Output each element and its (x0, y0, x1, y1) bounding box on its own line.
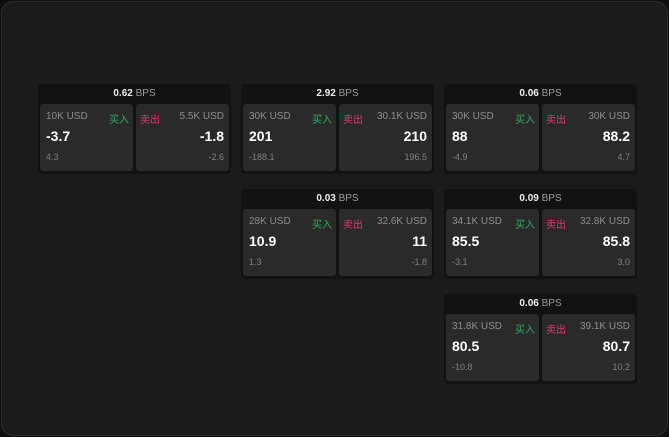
spread-unit: BPS (541, 193, 562, 204)
buy-price: 80.5 (452, 338, 480, 354)
sell-cell[interactable]: 30.1K USD 卖出 210 196.5 (339, 104, 432, 171)
buy-quantity: 31.8K USD (452, 321, 503, 332)
buy-price: 85.5 (452, 233, 480, 249)
buy-cell[interactable]: 30K USD 买入 88 -4.9 (446, 104, 539, 171)
buy-label: 买入 (515, 115, 535, 126)
buy-change: -3.1 (452, 257, 468, 267)
quote-widget: 0.06 BPS 30K USD 买入 88 -4.9 30K USD 卖出 8… (444, 84, 637, 174)
sell-cell[interactable]: 30K USD 卖出 88.2 4.7 (542, 104, 635, 171)
sell-price: 210 (403, 128, 427, 144)
buy-price: -3.7 (46, 128, 71, 144)
sell-quantity: 30.1K USD (376, 111, 427, 122)
spread-unit: BPS (541, 88, 562, 99)
buy-cell[interactable]: 34.1K USD 买入 85.5 -3.1 (446, 209, 539, 276)
sell-change: 10.2 (612, 362, 630, 372)
quote-widget: 0.06 BPS 31.8K USD 买入 80.5 -10.8 39.1K U… (444, 294, 637, 384)
spread-value: 0.62 (113, 88, 133, 99)
spread-unit: BPS (135, 88, 156, 99)
sell-change: -2.6 (208, 152, 224, 162)
spread-value: 0.09 (519, 193, 539, 204)
spread-unit: BPS (541, 298, 562, 309)
buy-change: 4.3 (46, 152, 59, 162)
buy-label: 买入 (109, 115, 129, 126)
buy-quantity: 30K USD (249, 111, 291, 122)
sell-price: 11 (412, 233, 427, 249)
sell-label: 卖出 (343, 115, 363, 126)
sell-price: 88.2 (602, 128, 630, 144)
sell-change: -1.8 (411, 257, 427, 267)
quote-widget: 0.09 BPS 34.1K USD 买入 85.5 -3.1 32.8K US… (444, 189, 637, 279)
buy-label: 买入 (515, 325, 535, 336)
sell-label: 卖出 (343, 220, 363, 231)
buy-quantity: 30K USD (452, 111, 494, 122)
buy-label: 买入 (515, 220, 535, 231)
spread-value: 0.03 (316, 193, 336, 204)
spread-value: 0.06 (519, 88, 539, 99)
quote-widget: 0.62 BPS 10K USD 买入 -3.7 4.3 5.5K USD 卖出… (38, 84, 231, 174)
sell-cell[interactable]: 32.8K USD 卖出 85.8 3.0 (542, 209, 635, 276)
buy-label: 买入 (312, 220, 332, 231)
buy-cell[interactable]: 28K USD 买入 10.9 1.3 (243, 209, 336, 276)
buy-quantity: 28K USD (249, 216, 291, 227)
buy-label: 买入 (312, 115, 332, 126)
spread-header: 0.09 BPS (444, 189, 637, 209)
buy-change: -4.9 (452, 152, 468, 162)
sell-price: 80.7 (602, 338, 630, 354)
sell-price: -1.8 (199, 128, 224, 144)
sell-change: 4.7 (617, 152, 630, 162)
buy-cell[interactable]: 31.8K USD 买入 80.5 -10.8 (446, 314, 539, 381)
sell-cell[interactable]: 32.6K USD 卖出 11 -1.8 (339, 209, 432, 276)
sell-price: 85.8 (602, 233, 630, 249)
spread-unit: BPS (338, 193, 359, 204)
spread-unit: BPS (338, 88, 359, 99)
sell-quantity: 39.1K USD (579, 321, 630, 332)
buy-quantity: 34.1K USD (452, 216, 503, 227)
sell-quantity: 5.5K USD (179, 111, 224, 122)
quote-widget: 0.03 BPS 28K USD 买入 10.9 1.3 32.6K USD 卖… (241, 189, 434, 279)
buy-price: 10.9 (249, 233, 277, 249)
buy-quantity: 10K USD (46, 111, 88, 122)
quote-widget: 2.92 BPS 30K USD 买入 201 -188.1 30.1K USD… (241, 84, 434, 174)
sell-label: 卖出 (546, 115, 566, 126)
spread-value: 2.92 (316, 88, 336, 99)
sell-quantity: 32.6K USD (376, 216, 427, 227)
spread-header: 0.06 BPS (444, 294, 637, 314)
buy-change: -10.8 (452, 362, 473, 372)
spread-header: 2.92 BPS (241, 84, 434, 104)
buy-cell[interactable]: 30K USD 买入 201 -188.1 (243, 104, 336, 171)
sell-label: 卖出 (140, 115, 160, 126)
spread-header: 0.03 BPS (241, 189, 434, 209)
sell-change: 196.5 (404, 152, 427, 162)
spread-value: 0.06 (519, 298, 539, 309)
sell-cell[interactable]: 39.1K USD 卖出 80.7 10.2 (542, 314, 635, 381)
sell-label: 卖出 (546, 220, 566, 231)
spread-header: 0.06 BPS (444, 84, 637, 104)
spread-header: 0.62 BPS (38, 84, 231, 104)
buy-price: 201 (249, 128, 273, 144)
sell-cell[interactable]: 5.5K USD 卖出 -1.8 -2.6 (136, 104, 229, 171)
sell-change: 3.0 (617, 257, 630, 267)
buy-change: -188.1 (249, 152, 275, 162)
sell-quantity: 32.8K USD (579, 216, 630, 227)
buy-cell[interactable]: 10K USD 买入 -3.7 4.3 (40, 104, 133, 171)
sell-label: 卖出 (546, 325, 566, 336)
buy-change: 1.3 (249, 257, 262, 267)
buy-price: 88 (452, 128, 468, 144)
sell-quantity: 30K USD (588, 111, 630, 122)
